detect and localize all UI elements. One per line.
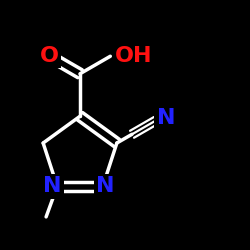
Text: OH: OH — [115, 46, 153, 66]
Text: O: O — [40, 46, 59, 66]
Text: N: N — [43, 176, 62, 196]
Text: N: N — [96, 176, 114, 196]
Text: N: N — [156, 108, 175, 128]
